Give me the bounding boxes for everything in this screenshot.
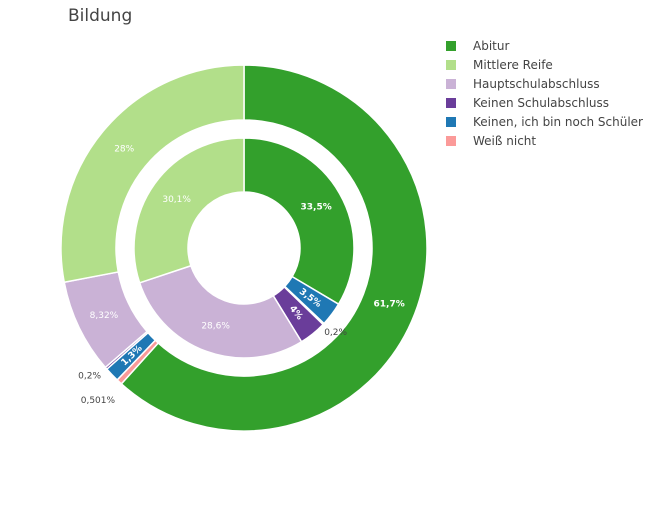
chart-title: Bildung [68,6,133,26]
outer-slice-label-3: 8,32% [90,311,119,321]
legend-item[interactable]: Abitur [446,36,643,55]
outer-slice-1[interactable] [120,64,428,432]
legend-item[interactable]: Hauptschulabschluss [446,74,643,93]
outer-slice-label-4: 0,2% [78,372,101,382]
legend-swatch [446,116,456,127]
inner-slice-label-3: 28,6% [201,321,230,331]
inner-slice-label-2: 30,1% [162,195,191,205]
legend-item[interactable]: Keinen, ich bin noch Schüler [446,112,643,131]
legend: Abitur Mittlere Reife Hauptschulabschluss K… [446,36,643,150]
legend-item[interactable]: Mittlere Reife [446,55,643,74]
legend-label: Weiß nicht [473,133,537,148]
legend-swatch [446,59,456,70]
inner-slice-label-1: 33,5% [301,202,332,212]
legend-item[interactable]: Keinen Schulabschluss [446,93,643,112]
legend-swatch [446,78,456,89]
legend-swatch [446,40,456,51]
legend-label: Keinen, ich bin noch Schüler [473,114,643,129]
outer-slice-2[interactable] [60,64,245,284]
legend-label: Keinen Schulabschluss [473,95,610,110]
inner-slice-3[interactable] [138,264,303,359]
outer-slice-label-6: 0,501% [81,396,116,406]
legend-swatch [446,97,456,108]
inner-ring [133,137,355,359]
legend-item[interactable]: Weiß nicht [446,131,643,150]
outer-ring [60,64,428,432]
inner-slice-1[interactable] [243,137,355,306]
legend-label: Hauptschulabschluss [473,76,600,91]
outer-slice-label-1: 61,7% [374,299,405,309]
outer-slice-label-2: 28% [114,144,134,154]
legend-label: Abitur [473,38,510,53]
inner-slice-label-6: 0,2% [324,328,347,338]
inner-slice-2[interactable] [133,137,245,284]
legend-swatch [446,135,456,146]
legend-label: Mittlere Reife [473,57,553,72]
